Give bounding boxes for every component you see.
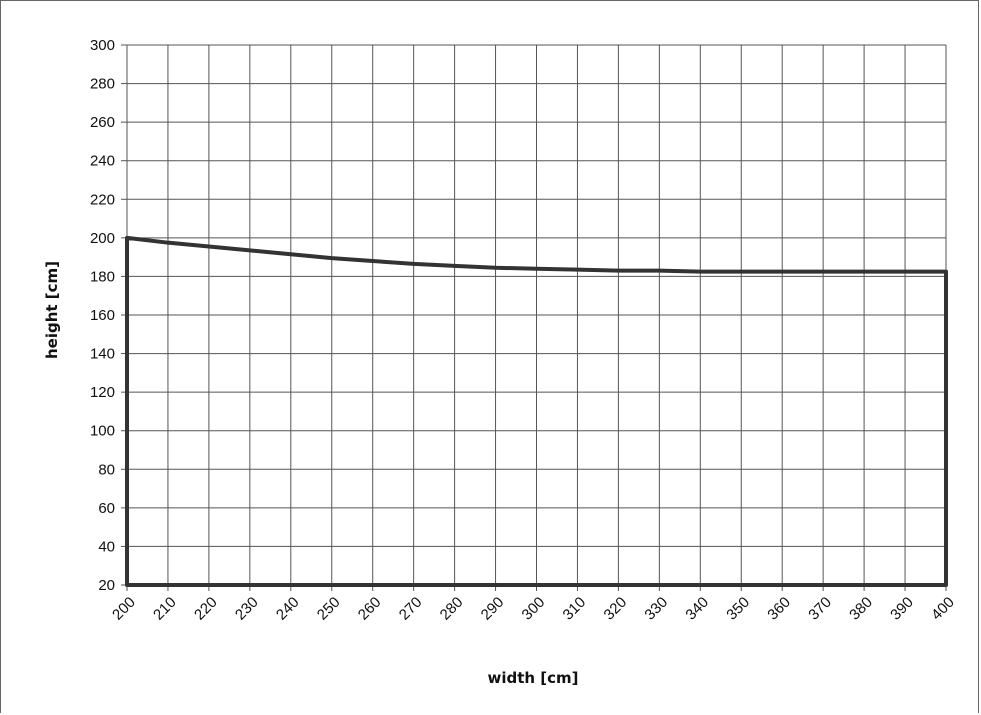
y-tick-label: 40 xyxy=(98,538,115,555)
x-tick-label: 240 xyxy=(273,594,303,624)
grid xyxy=(121,44,947,591)
series-outline xyxy=(125,235,948,587)
x-axis-title: width [cm] xyxy=(487,669,578,687)
data-point xyxy=(412,262,416,266)
x-tick-label: 250 xyxy=(314,594,344,624)
y-tick-label: 220 xyxy=(90,191,115,208)
data-point xyxy=(616,269,620,273)
y-tick-label: 180 xyxy=(90,268,115,285)
data-point xyxy=(371,259,375,263)
x-tick-label: 280 xyxy=(437,594,467,624)
x-tick-label: 390 xyxy=(887,594,917,624)
data-point xyxy=(166,241,170,245)
data-point xyxy=(289,252,293,256)
y-tick-label: 100 xyxy=(90,423,115,440)
x-tick-label: 220 xyxy=(191,594,221,624)
x-tick-label: 360 xyxy=(764,594,794,624)
data-point xyxy=(453,264,457,268)
x-tick-label: 340 xyxy=(682,594,712,624)
x-tick-label: 300 xyxy=(519,594,549,624)
data-point xyxy=(535,267,538,271)
x-tick-label: 290 xyxy=(478,594,508,624)
y-tick-label: 60 xyxy=(98,500,115,517)
data-point xyxy=(330,256,334,260)
data-point xyxy=(125,236,129,240)
data-point xyxy=(739,270,743,274)
data-point xyxy=(657,269,661,273)
x-tick-label: 350 xyxy=(723,594,753,624)
data-point xyxy=(698,270,702,274)
x-tick-label: 380 xyxy=(846,594,876,624)
data-point xyxy=(207,245,211,249)
x-tick-label: 320 xyxy=(601,594,631,624)
x-tick-label: 330 xyxy=(641,594,671,624)
y-tick-label: 280 xyxy=(90,76,115,93)
x-tick-label: 230 xyxy=(232,594,262,624)
x-tick-label: 400 xyxy=(928,594,958,624)
data-point xyxy=(575,268,579,272)
y-axis-ticks: 300 280 260 240 220 200 180 160 140 120 100 80 60 40 2… xyxy=(90,37,115,594)
y-tick-label: 300 xyxy=(90,37,115,54)
data-point xyxy=(821,270,825,274)
x-tick-label: 310 xyxy=(560,594,590,624)
x-tick-label: 200 xyxy=(109,594,139,624)
series-layer xyxy=(125,235,948,587)
y-tick-label: 80 xyxy=(98,461,115,478)
data-point xyxy=(862,270,866,274)
x-tick-label: 210 xyxy=(150,594,180,624)
data-point xyxy=(248,248,252,252)
data-point xyxy=(780,270,784,274)
y-tick-label: 120 xyxy=(90,384,115,401)
y-axis-title: height [cm] xyxy=(43,261,61,359)
y-tick-label: 140 xyxy=(90,346,115,363)
x-tick-label: 260 xyxy=(355,594,385,624)
y-tick-label: 20 xyxy=(98,577,115,594)
y-tick-label: 260 xyxy=(90,114,115,131)
y-tick-label: 200 xyxy=(90,230,115,247)
y-tick-label: 240 xyxy=(90,153,115,170)
y-tick-label: 160 xyxy=(90,307,115,324)
data-point xyxy=(494,266,498,270)
data-point xyxy=(903,270,907,274)
x-tick-label: 270 xyxy=(396,594,426,624)
x-tick-label: 370 xyxy=(805,594,835,624)
data-point xyxy=(944,270,948,274)
x-axis-ticks: 200 210 220 230 240 250 260 270 280 290 300 310 320 3… xyxy=(109,594,958,624)
